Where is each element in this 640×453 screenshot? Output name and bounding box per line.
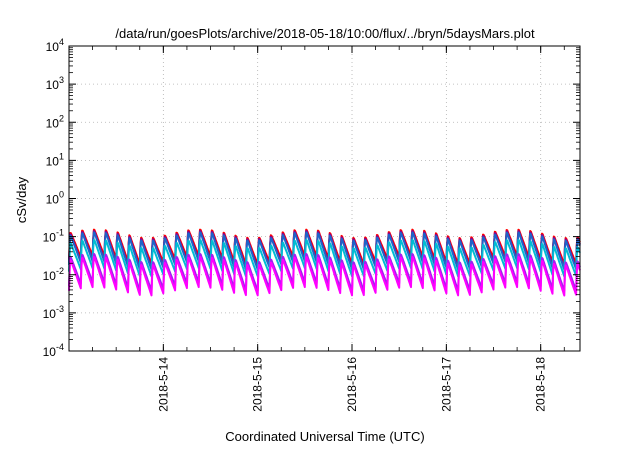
series-lines [68,228,581,297]
series-line-2 [68,231,581,271]
x-tick-label: 2018-5-16 [345,357,359,412]
grid [69,46,580,351]
y-tick-label: 10-2 [43,266,64,283]
series-line-5 [68,256,581,297]
x-axis-label: Coordinated Universal Time (UTC) [225,429,424,444]
x-tick-label: 2018-5-18 [534,357,548,412]
y-tick-label: 10-4 [43,342,64,359]
y-tick-label: 103 [46,75,64,92]
y-tick-label: 10-3 [43,304,64,321]
y-tick-label: 10-1 [43,228,64,245]
x-tick-label: 2018-5-15 [251,357,265,412]
y-tick-label: 100 [46,190,64,207]
series-line-3 [68,238,581,278]
x-tick-label: 2018-5-14 [156,357,170,412]
x-tick-label: 2018-5-17 [439,357,453,412]
y-axis-label: cSv/day [14,176,29,223]
y-tick-label: 104 [46,37,64,54]
y-tick-label: 101 [46,151,64,168]
y-tick-label: 102 [46,113,64,130]
chart-title: /data/run/goesPlots/archive/2018-05-18/1… [115,26,535,41]
series-line-4 [68,252,581,292]
axis-ticks: 10-4 10-3 10-2 10-1 100 101 102 103 104 2018-5-14… [43,37,580,412]
